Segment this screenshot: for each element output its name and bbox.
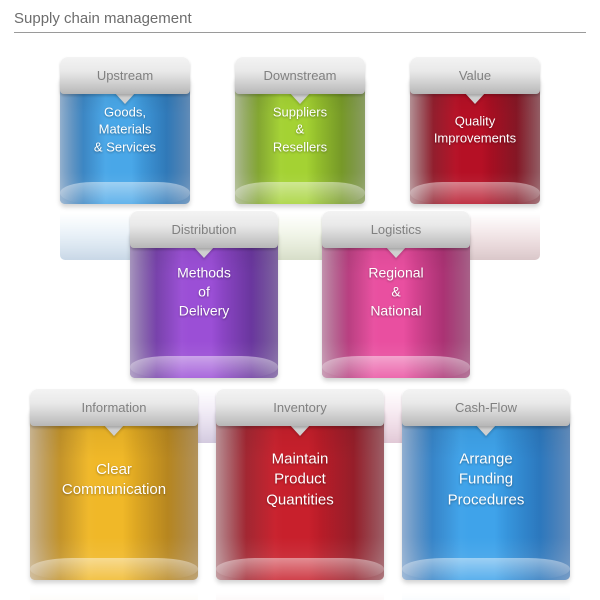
pillar: Methods of DeliveryDistribution xyxy=(130,210,278,248)
pillar-cap: Upstream xyxy=(60,56,190,94)
pillar-cap-label: Value xyxy=(459,68,491,83)
pillar-body-label: Maintain Product Quantities xyxy=(216,450,384,511)
title-divider xyxy=(14,32,586,33)
pillar: Quality ImprovementsValue xyxy=(410,56,540,94)
pillar: Regional & NationalLogistics xyxy=(322,210,470,248)
pillar-body-label: Methods of Delivery xyxy=(130,264,278,321)
pillar-cap-label: Cash-Flow xyxy=(455,400,517,415)
pillar-body-label: Suppliers & Resellers xyxy=(235,103,365,156)
pillar-cap: Inventory xyxy=(216,388,384,426)
pillar-body-label: Regional & National xyxy=(322,264,470,321)
pillar-cap: Cash-Flow xyxy=(402,388,570,426)
pillar-cap-label: Logistics xyxy=(371,222,422,237)
pillar-cap-label: Inventory xyxy=(273,400,326,415)
pillar: Maintain Product QuantitiesInventory xyxy=(216,388,384,426)
pillar: Clear CommunicationInformation xyxy=(30,388,198,426)
pillar-body-label: Goods, Materials & Services xyxy=(60,103,190,156)
pillar-cap: Distribution xyxy=(130,210,278,248)
pillar-cap-label: Upstream xyxy=(97,68,153,83)
pillar: Goods, Materials & ServicesUpstream xyxy=(60,56,190,94)
pillar-body-label: Clear Communication xyxy=(30,460,198,501)
pillar-cap-label: Information xyxy=(81,400,146,415)
pillar-cap: Value xyxy=(410,56,540,94)
pillar-body-label: Quality Improvements xyxy=(410,112,540,147)
pillar-cap: Downstream xyxy=(235,56,365,94)
pillar: Arrange Funding ProceduresCash-Flow xyxy=(402,388,570,426)
pillar-cap: Information xyxy=(30,388,198,426)
page-title: Supply chain management xyxy=(14,10,192,27)
pillar-cap-label: Downstream xyxy=(264,68,337,83)
pillar-body-label: Arrange Funding Procedures xyxy=(402,450,570,511)
pillar: Suppliers & ResellersDownstream xyxy=(235,56,365,94)
pillar-cap-label: Distribution xyxy=(171,222,236,237)
pillar-cap: Logistics xyxy=(322,210,470,248)
